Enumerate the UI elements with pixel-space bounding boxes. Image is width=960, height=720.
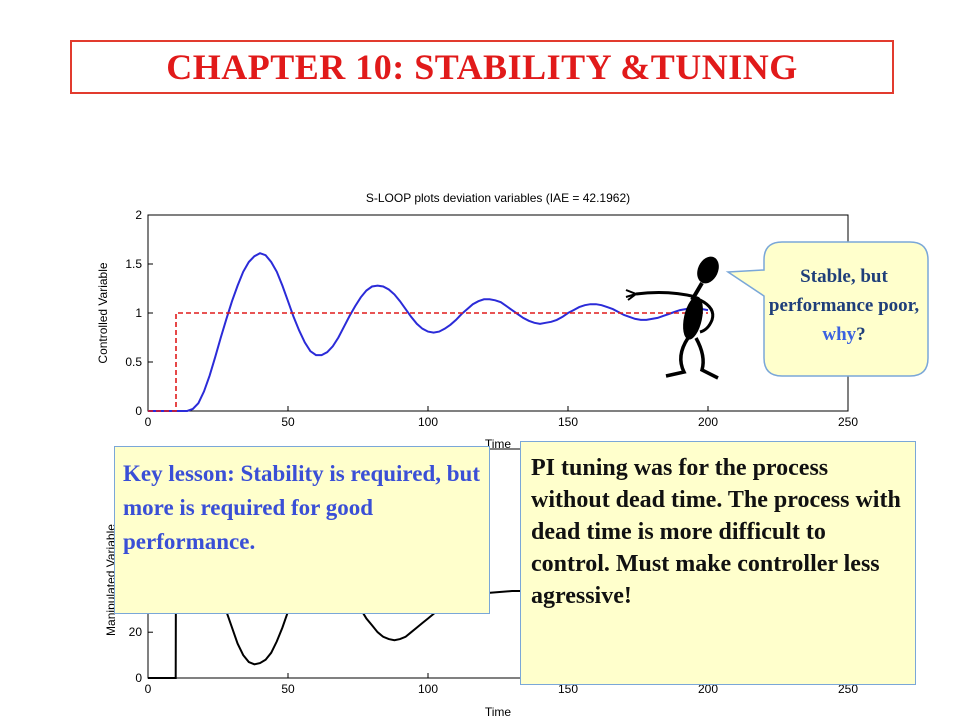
x-tick-label: 50: [281, 682, 295, 696]
series-line-1: [148, 312, 708, 412]
x-tick-label: 100: [418, 415, 438, 429]
x-tick-label: 200: [698, 415, 718, 429]
x-tick-label: 200: [698, 682, 718, 696]
plot1-ylabel: Controlled Variable: [96, 262, 110, 363]
y-tick-label: 1: [135, 306, 142, 320]
y-tick-label: 0: [135, 671, 142, 685]
pointing-stick-figure-icon: [625, 256, 719, 380]
speech-bubble-main: Stable, but performance poor,: [768, 266, 920, 316]
x-tick-label: 100: [418, 682, 438, 696]
controlled-variable-plot: S-LOOP plots deviation variables (IAE = …: [96, 191, 858, 451]
x-tick-label: 0: [145, 682, 152, 696]
y-tick-label: 20: [129, 625, 143, 639]
plot1-xlabel: Time: [485, 437, 512, 451]
speech-bubble-why: why: [822, 324, 857, 345]
slide-title: CHAPTER 10: STABILITY &TUNING: [166, 47, 798, 87]
pi-tuning-callout: PI tuning was for the process without de…: [520, 441, 916, 685]
x-tick-label: 150: [558, 415, 578, 429]
x-tick-label: 250: [838, 682, 858, 696]
x-tick-label: 0: [145, 415, 152, 429]
y-tick-label: 0: [135, 404, 142, 418]
speech-bubble-end: ?: [856, 324, 866, 345]
y-tick-label: 2: [135, 208, 142, 222]
x-tick-label: 150: [558, 682, 578, 696]
x-tick-label: 50: [281, 415, 295, 429]
y-tick-label: 0.5: [125, 355, 142, 369]
plot1-title: S-LOOP plots deviation variables (IAE = …: [366, 191, 630, 205]
x-tick-label: 250: [838, 415, 858, 429]
speech-bubble: [725, 241, 929, 377]
title-box: CHAPTER 10: STABILITY &TUNING: [70, 40, 894, 94]
key-lesson-callout: Key lesson: Stability is required, but m…: [114, 446, 490, 614]
y-tick-label: 1.5: [125, 257, 142, 271]
speech-bubble-text: Stable, but performance poor, why?: [764, 262, 924, 349]
plot2-xlabel: Time: [485, 705, 512, 719]
